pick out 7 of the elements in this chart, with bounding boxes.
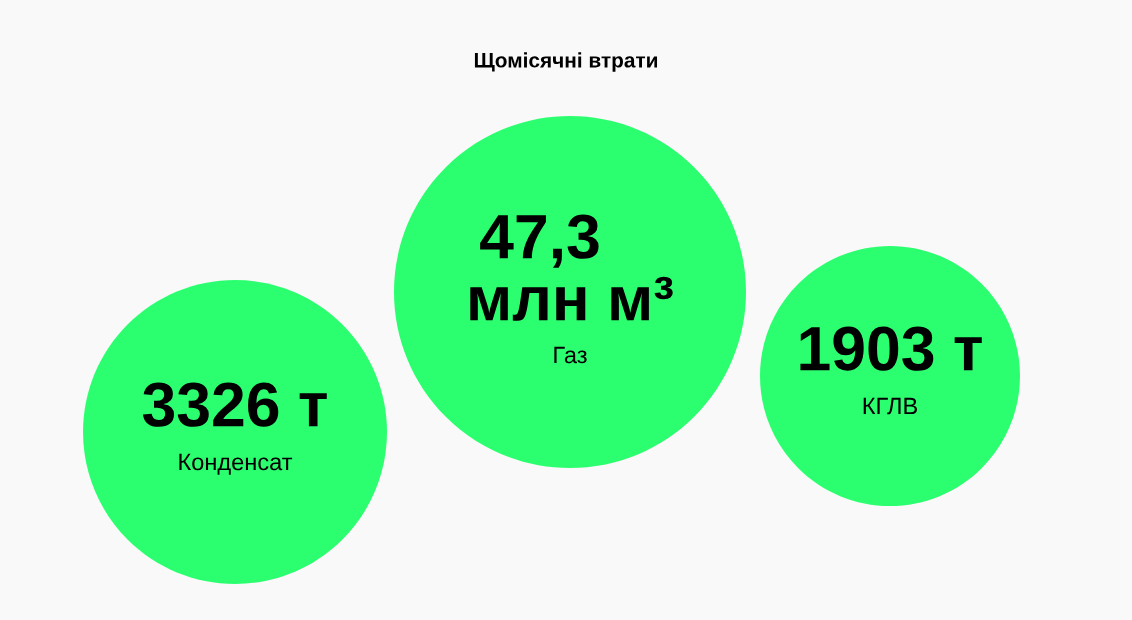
- data-label: 1903 т: [800, 326, 982, 371]
- text: Щомісячні втрати: [474, 52, 658, 72]
- category-label: Газ: [554, 346, 587, 364]
- data-label: 3326 т: [142, 382, 327, 427]
- data-label: 47,3 млн м³: [470, 214, 673, 321]
- category-label: Конденсат: [179, 453, 293, 475]
- category-label: КГЛВ: [863, 397, 917, 415]
